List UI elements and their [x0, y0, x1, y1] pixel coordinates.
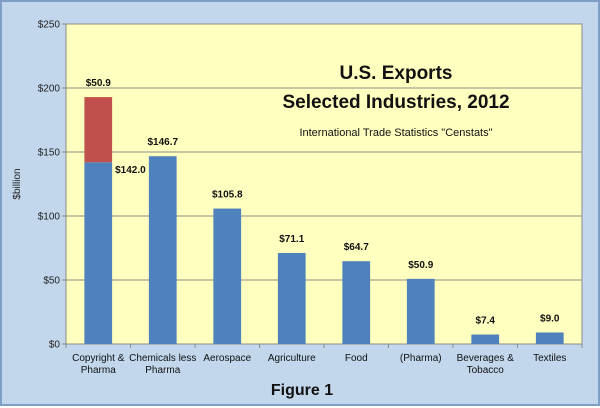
chart-title-line-2: Selected Industries, 2012 [282, 92, 509, 113]
data-label: $105.8 [212, 190, 243, 201]
data-label: $50.9 [408, 260, 433, 271]
y-tick-label: $150 [38, 148, 61, 159]
y-tick-label: $250 [38, 20, 61, 31]
data-label: $50.9 [86, 78, 111, 89]
bar [406, 278, 435, 344]
category-label: Chemicals less [129, 353, 196, 364]
category-label: Agriculture [268, 353, 316, 364]
category-label: Beverages & [457, 353, 515, 364]
y-axis-label: $billion [12, 168, 23, 199]
y-tick-label: $100 [38, 212, 61, 223]
category-label: Pharma [81, 365, 116, 376]
category-label: Aerospace [203, 353, 251, 364]
y-tick-label: $50 [43, 276, 60, 287]
category-label: (Pharma) [400, 353, 442, 364]
bar [471, 334, 500, 344]
category-label: Textiles [533, 353, 566, 364]
category-label: Tobacco [467, 365, 505, 376]
bar [342, 261, 371, 344]
data-label: $142.0 [115, 165, 146, 176]
bars [84, 97, 564, 344]
y-tick-label: $200 [38, 84, 61, 95]
data-label: $7.4 [476, 316, 496, 327]
chart-subtitle: International Trade Statistics "Censtats… [299, 127, 492, 139]
bar [213, 208, 242, 344]
y-tick-label: $0 [49, 340, 61, 351]
data-label: $71.1 [279, 234, 304, 245]
category-label: Copyright & [72, 353, 125, 364]
data-label: $64.7 [344, 242, 369, 253]
bar [84, 162, 113, 344]
category-label: Pharma [145, 365, 180, 376]
bar [84, 97, 113, 163]
y-axis: $0 $50 $100 $150 $200 $250 [38, 20, 66, 351]
data-label: $146.7 [147, 137, 178, 148]
category-label: Food [345, 353, 368, 364]
bar [277, 252, 306, 344]
bar [535, 332, 564, 344]
figure-caption: Figure 1 [270, 382, 334, 399]
bar [148, 156, 177, 344]
data-label: $9.0 [540, 313, 560, 324]
plot-area [65, 23, 583, 345]
chart-title-line-1: U.S. Exports [340, 63, 453, 84]
data-labels: $142.0 $50.9 $146.7 $105.8 $71.1 $64.7 $50.9 $7… [86, 78, 560, 326]
